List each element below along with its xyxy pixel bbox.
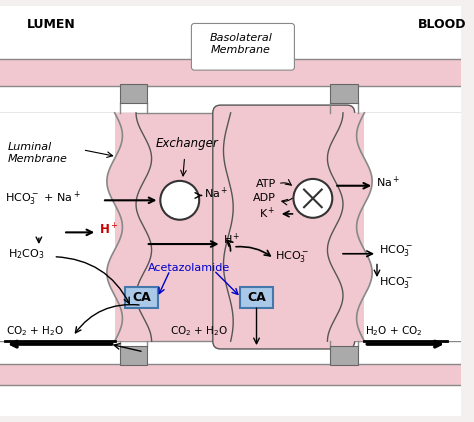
- Text: ADP: ADP: [253, 193, 276, 203]
- Bar: [365, 113, 461, 341]
- Text: Na$^+$: Na$^+$: [376, 175, 401, 190]
- Text: Basolateral
Membrane: Basolateral Membrane: [210, 33, 273, 55]
- Bar: [0, 113, 107, 341]
- Bar: [119, 84, 147, 103]
- Text: HCO$_3^-$: HCO$_3^-$: [379, 276, 413, 290]
- Bar: [330, 346, 357, 365]
- Text: CO$_2$ + H$_2$O: CO$_2$ + H$_2$O: [170, 325, 228, 338]
- Text: CA: CA: [133, 291, 151, 304]
- Text: K$^+$: K$^+$: [259, 205, 276, 221]
- Circle shape: [160, 181, 199, 220]
- FancyBboxPatch shape: [240, 287, 273, 308]
- Bar: [330, 84, 357, 103]
- Text: HCO$_3^-$: HCO$_3^-$: [379, 243, 413, 258]
- Bar: [0, 113, 115, 341]
- Text: H$^+$: H$^+$: [99, 222, 118, 237]
- Polygon shape: [0, 60, 461, 86]
- Bar: [372, 113, 461, 341]
- Text: LUMEN: LUMEN: [27, 18, 76, 31]
- Polygon shape: [0, 113, 461, 341]
- FancyBboxPatch shape: [125, 287, 158, 308]
- Text: Acetazolamide: Acetazolamide: [148, 263, 230, 273]
- Text: HCO$_3^-$: HCO$_3^-$: [275, 249, 309, 264]
- Circle shape: [293, 179, 332, 218]
- Text: Na$^+$: Na$^+$: [204, 186, 228, 201]
- FancyBboxPatch shape: [191, 24, 294, 70]
- Polygon shape: [0, 363, 461, 385]
- Text: HCO$_3^-$ + Na$^+$: HCO$_3^-$ + Na$^+$: [5, 189, 81, 208]
- FancyBboxPatch shape: [213, 105, 355, 349]
- Text: Exchanger: Exchanger: [156, 137, 219, 150]
- Text: BLOOD: BLOOD: [418, 18, 466, 31]
- Text: CA: CA: [247, 291, 266, 304]
- Text: Luminal
Membrane: Luminal Membrane: [8, 142, 68, 164]
- Text: H$_2$CO$_3$: H$_2$CO$_3$: [8, 247, 45, 261]
- Bar: [119, 346, 147, 365]
- Text: H$_2$O + CO$_2$: H$_2$O + CO$_2$: [365, 325, 422, 338]
- Text: H$^+$: H$^+$: [223, 232, 241, 247]
- Text: CO$_2$ + H$_2$O: CO$_2$ + H$_2$O: [6, 325, 64, 338]
- Text: ATP: ATP: [255, 179, 276, 189]
